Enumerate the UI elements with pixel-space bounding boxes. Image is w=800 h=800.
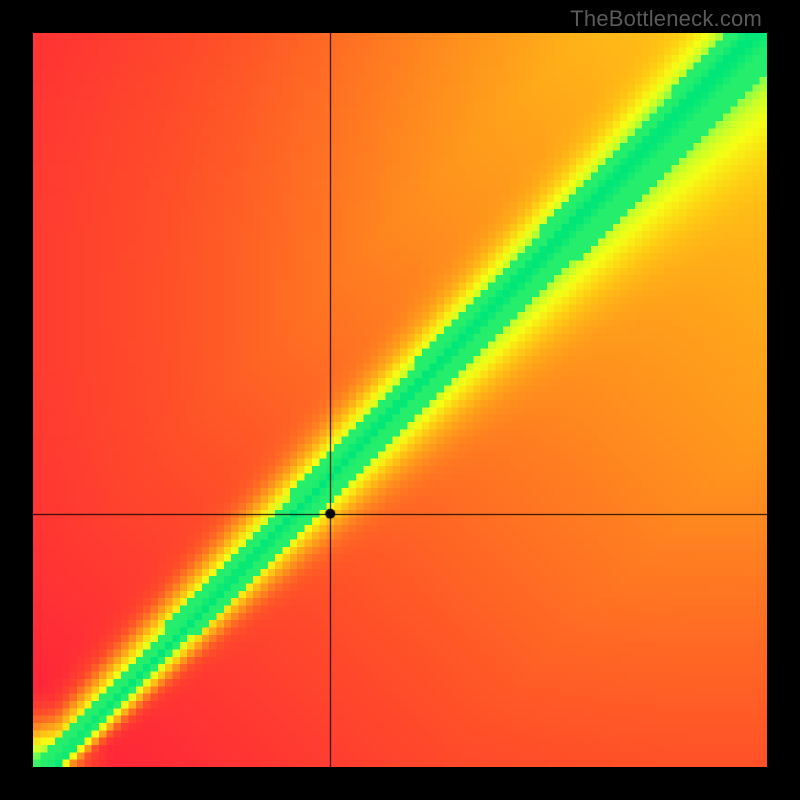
bottleneck-heatmap <box>33 33 767 767</box>
watermark-text: TheBottleneck.com <box>570 6 762 32</box>
chart-container: TheBottleneck.com <box>0 0 800 800</box>
